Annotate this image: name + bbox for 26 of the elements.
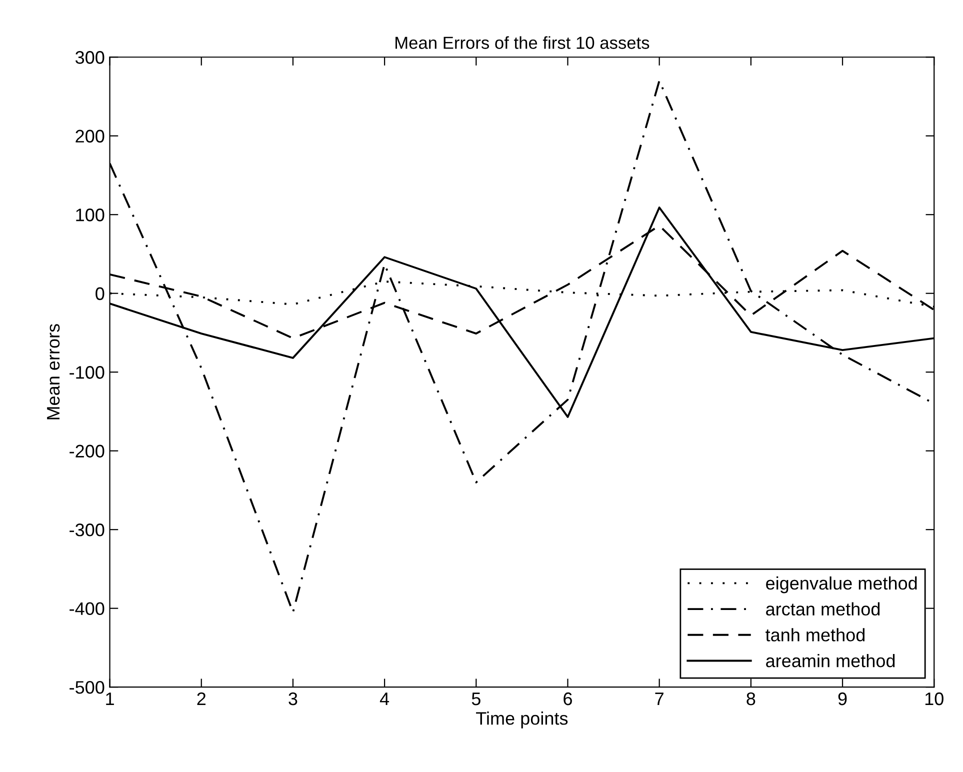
x-tick-label: 7 [655, 692, 664, 706]
legend-label: arctan method [766, 602, 880, 616]
x-tick-label: 10 [925, 692, 944, 706]
legend-label: eigenvalue method [766, 576, 917, 594]
y-tick-label: -500 [70, 681, 104, 694]
x-tick-label: 1 [106, 692, 114, 706]
x-tick-label: 9 [838, 692, 847, 706]
y-tick-label: -100 [70, 366, 104, 379]
y-tick-label: 100 [76, 208, 104, 222]
x-tick-label: 6 [564, 692, 572, 706]
y-tick-label: 200 [76, 130, 104, 143]
y-tick-label: -400 [70, 602, 104, 616]
x-tick-label: 4 [380, 692, 390, 706]
y-tick-label: -300 [70, 524, 104, 536]
x-tick-label: 2 [197, 692, 206, 706]
y-tick-label: 300 [75, 51, 104, 64]
y-tick-label: -200 [70, 444, 104, 458]
legend-label: areamin method [766, 654, 895, 668]
x-tick-label: 5 [472, 692, 480, 706]
y-tick-label: 0 [96, 287, 104, 300]
chart-title: Mean Errors of the first 10 assets [396, 36, 650, 49]
x-axis-title: Time points [476, 712, 568, 728]
x-tick-label: 3 [288, 692, 298, 706]
legend-label: tanh method [766, 628, 865, 642]
y-axis-title: Mean errors [47, 324, 60, 420]
x-tick-label: 8 [746, 692, 756, 706]
